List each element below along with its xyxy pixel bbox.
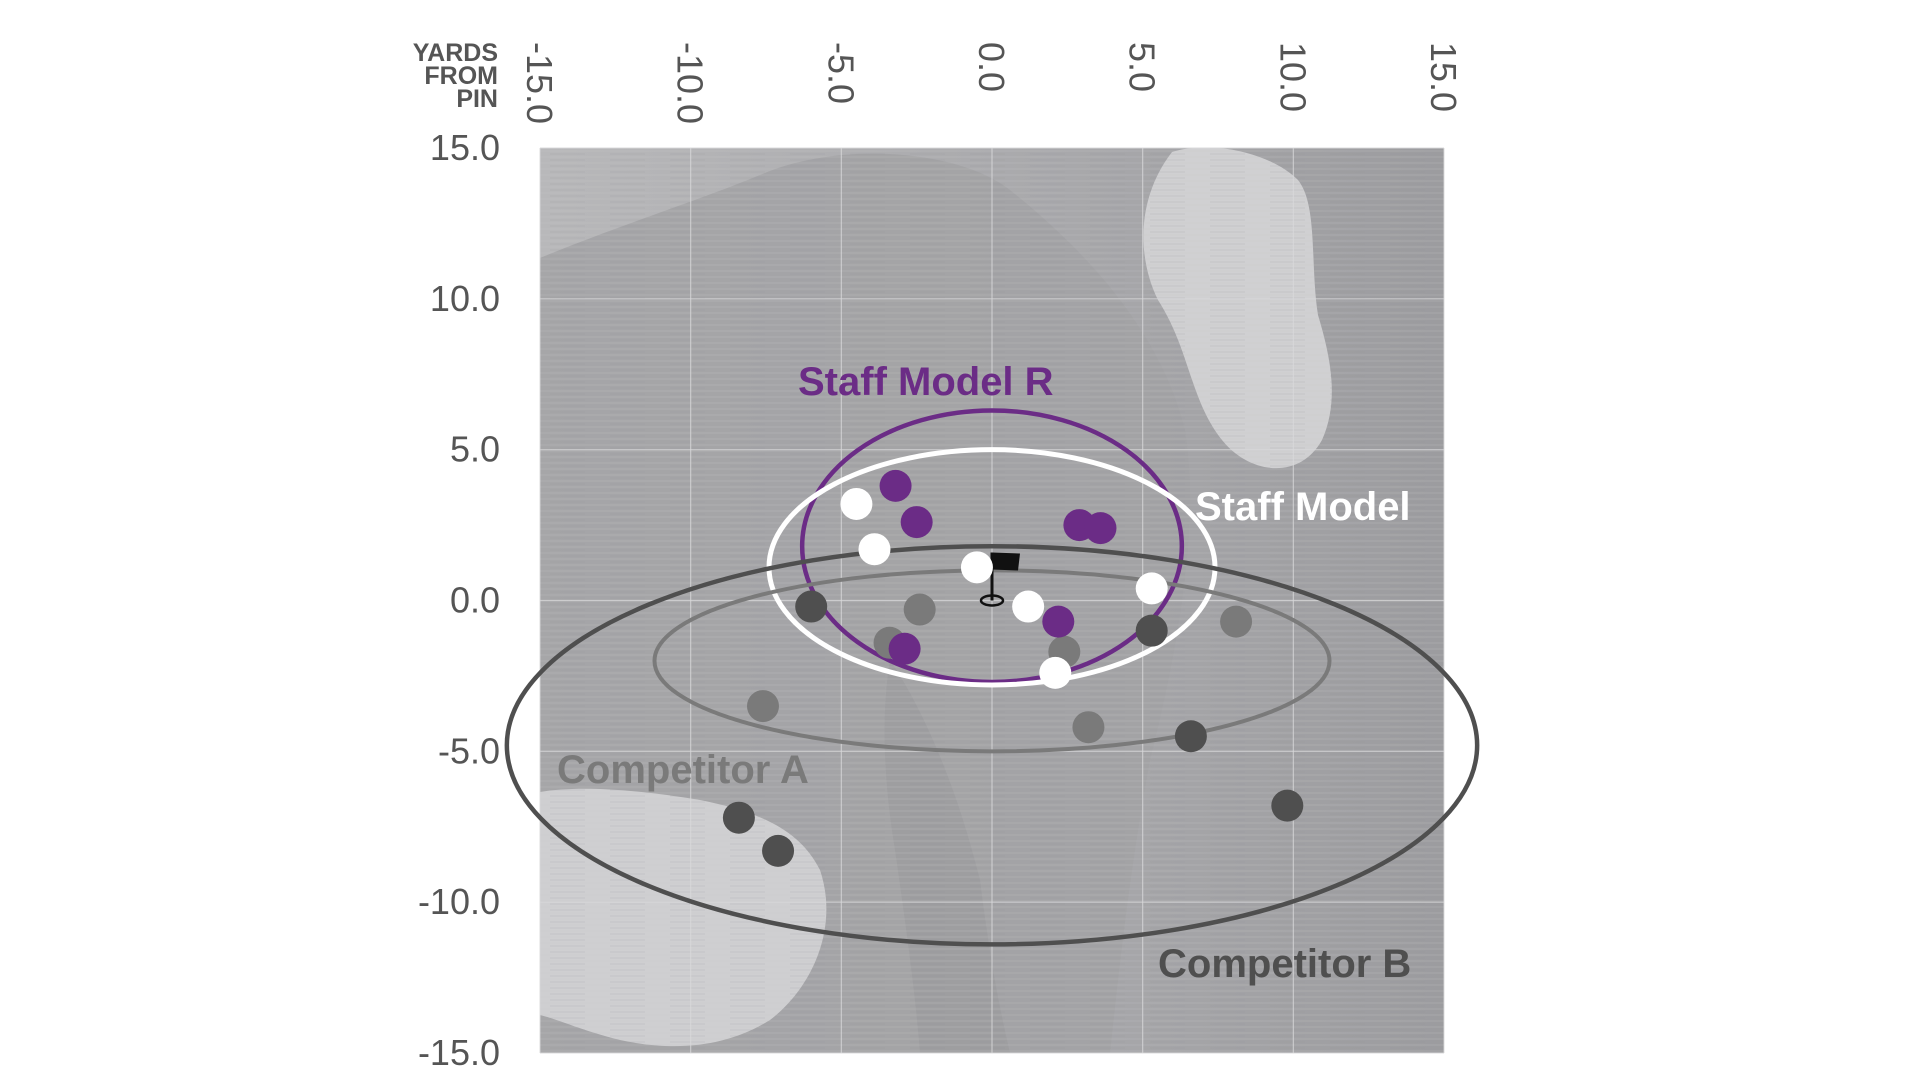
point-competitor-b xyxy=(1174,720,1207,753)
point-staff-model xyxy=(960,551,993,584)
y-tick-label: 5.0 xyxy=(450,429,500,470)
x-tick-label: -5.0 xyxy=(820,42,861,104)
point-competitor-b xyxy=(1135,614,1168,647)
x-axis-ticks: -15.0 -10.0 -5.0 0.0 5.0 10.0 15.0 xyxy=(519,42,1464,124)
axis-corner-label: YARDS FROM PIN xyxy=(413,39,498,113)
point-competitor-a xyxy=(903,593,936,626)
x-tick-label: -15.0 xyxy=(519,42,560,124)
x-tick-label: 0.0 xyxy=(971,42,1012,92)
point-competitor-b xyxy=(722,801,755,834)
shot-points xyxy=(722,469,1304,867)
y-tick-label: 0.0 xyxy=(450,580,500,621)
point-staff-model xyxy=(1135,572,1168,605)
x-tick-label: 5.0 xyxy=(1122,42,1163,92)
series-labels: Staff Model R Staff Model Competitor A C… xyxy=(557,360,1411,986)
point-staff-model xyxy=(1039,656,1072,689)
point-staff-model-r xyxy=(888,632,921,665)
dispersion-ellipse-staff-model-r xyxy=(799,408,1185,685)
point-staff-model-r xyxy=(1084,512,1117,545)
y-tick-label: -10.0 xyxy=(418,881,500,922)
point-competitor-a xyxy=(1220,605,1253,638)
axis-label-line-2: FROM xyxy=(424,62,498,90)
y-tick-label: 15.0 xyxy=(430,127,500,168)
point-competitor-b xyxy=(1271,789,1304,822)
point-staff-model xyxy=(840,487,873,520)
axis-label-line-1: YARDS xyxy=(413,39,498,67)
x-tick-label: 10.0 xyxy=(1272,42,1313,112)
label-competitor-b: Competitor B xyxy=(1158,942,1411,986)
point-staff-model-r xyxy=(1042,605,1075,638)
point-staff-model-r xyxy=(900,506,933,539)
pin-flag xyxy=(992,552,1020,571)
y-tick-label: -15.0 xyxy=(418,1032,500,1073)
label-staff-model-r: Staff Model R xyxy=(798,360,1054,404)
dispersion-ellipse-competitor-b xyxy=(504,543,1480,947)
axis-label-line-3: PIN xyxy=(456,85,498,113)
label-competitor-a: Competitor A xyxy=(557,748,809,792)
x-tick-label: 15.0 xyxy=(1423,42,1464,112)
y-tick-label: 10.0 xyxy=(430,278,500,319)
point-competitor-a xyxy=(746,690,779,723)
point-competitor-b xyxy=(795,590,828,623)
point-competitor-b xyxy=(762,834,795,867)
y-axis-ticks: 15.0 10.0 5.0 0.0 -5.0 -10.0 -15.0 xyxy=(418,127,500,1073)
x-tick-label: -10.0 xyxy=(670,42,711,124)
point-staff-model-r xyxy=(879,469,912,502)
pin-flag-icon xyxy=(979,552,1020,607)
y-tick-label: -5.0 xyxy=(438,730,500,771)
label-staff-model: Staff Model xyxy=(1195,485,1411,529)
dispersion-ellipses xyxy=(504,408,1480,947)
point-competitor-a xyxy=(1072,711,1105,744)
point-staff-model xyxy=(1012,590,1045,623)
point-staff-model xyxy=(858,533,891,566)
